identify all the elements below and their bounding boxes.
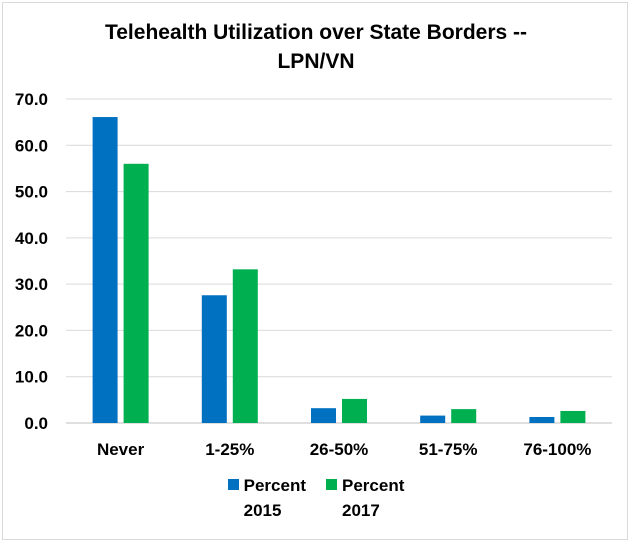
chart-title-line-2: LPN/VN bbox=[277, 50, 355, 73]
x-tick-label: 26-50% bbox=[310, 440, 369, 459]
bars bbox=[92, 117, 586, 424]
legend-swatch-2017 bbox=[326, 479, 337, 490]
x-tick-label: 76-100% bbox=[523, 440, 591, 459]
legend-label-2017-line-2: 2017 bbox=[342, 501, 380, 520]
bar-percent-2015-4 bbox=[529, 416, 555, 423]
y-tick-label: 60.0 bbox=[15, 136, 48, 155]
legend-item-2017: Percent 2017 bbox=[326, 473, 404, 523]
y-axis: 0.0 10.0 20.0 30.0 40.0 50.0 60.0 70.0 bbox=[15, 90, 48, 433]
chart-title-line-1: Telehealth Utilization over State Border… bbox=[104, 21, 528, 44]
y-tick-label: 10.0 bbox=[15, 368, 48, 387]
gridlines bbox=[66, 98, 612, 424]
y-tick-label: 50.0 bbox=[15, 183, 48, 202]
y-tick-label: 0.0 bbox=[24, 414, 48, 433]
bar-percent-2015-2 bbox=[311, 408, 336, 423]
x-tick-label: 1-25% bbox=[205, 440, 254, 459]
y-tick-label: 20.0 bbox=[15, 321, 48, 340]
y-tick-label: 30.0 bbox=[15, 275, 48, 294]
bar-percent-2015-1 bbox=[201, 295, 227, 423]
legend-item-2015: Percent 2015 bbox=[227, 473, 306, 523]
bar-percent-2015-3 bbox=[420, 415, 446, 423]
legend-label-2015-line-2: 2015 bbox=[243, 501, 282, 520]
bar-percent-2015-0 bbox=[92, 117, 118, 424]
bar-percent-2017-2 bbox=[342, 398, 367, 423]
bar-percent-2017-0 bbox=[123, 163, 149, 424]
legend-swatch-2015 bbox=[227, 479, 239, 490]
chart-title: Telehealth Utilization over State Border… bbox=[0, 18, 632, 76]
y-tick-label: 70.0 bbox=[15, 90, 48, 109]
bar-percent-2017-3 bbox=[451, 409, 477, 423]
x-tick-label: 51-75% bbox=[419, 440, 478, 459]
y-tick-label: 40.0 bbox=[15, 229, 48, 248]
legend-label-2015-line-1: Percent bbox=[243, 476, 306, 495]
legend-label-2017-line-1: Percent bbox=[342, 476, 405, 495]
x-tick-label: Never bbox=[97, 440, 145, 459]
x-axis: Never 1-25% 26-50% 51-75% 76-100% bbox=[97, 440, 591, 459]
bar-percent-2017-1 bbox=[232, 269, 258, 423]
bar-percent-2017-4 bbox=[560, 410, 586, 423]
legend: Percent 2015 Percent 2017 bbox=[0, 473, 632, 523]
